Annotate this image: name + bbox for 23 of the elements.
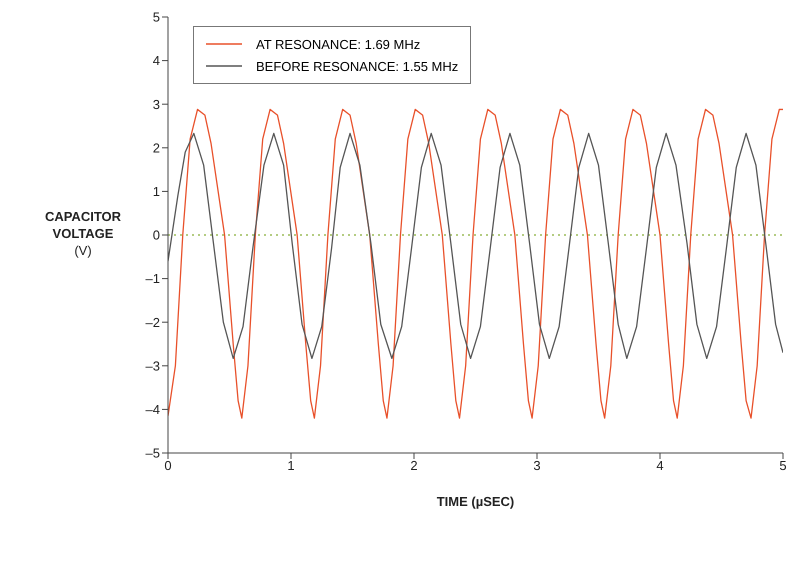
y-tick-label: 5 <box>152 10 160 25</box>
y-axis-title: CAPACITOR VOLTAGE (V) <box>44 208 122 259</box>
y-tick-label: –5 <box>146 446 160 461</box>
y-tick-label: 1 <box>152 184 160 200</box>
line-series <box>168 108 783 419</box>
x-tick-label: 2 <box>410 458 418 474</box>
y-tick-label: –2 <box>146 314 160 330</box>
y-tick-label: –1 <box>146 271 160 286</box>
y-tick-label: 3 <box>152 96 160 112</box>
x-tick-label: 3 <box>533 458 541 474</box>
x-tick-label: 1 <box>287 458 295 474</box>
x-tick-label: 0 <box>164 458 172 474</box>
legend-label: BEFORE RESONANCE: 1.55 MHz <box>256 58 458 74</box>
y-tick-label: –4 <box>146 402 160 418</box>
line-series <box>168 132 783 360</box>
y-tick-label: –3 <box>146 358 160 374</box>
y-tick-label: 0 <box>152 228 160 243</box>
legend-label: AT RESONANCE: 1.69 MHz <box>256 36 420 52</box>
y-tick-label: 4 <box>152 53 160 68</box>
x-tick-label: 5 <box>779 458 787 474</box>
y-tick-label: 2 <box>152 140 160 156</box>
x-axis-title: TIME (µSEC) <box>436 494 514 509</box>
x-tick-label: 4 <box>656 458 664 474</box>
